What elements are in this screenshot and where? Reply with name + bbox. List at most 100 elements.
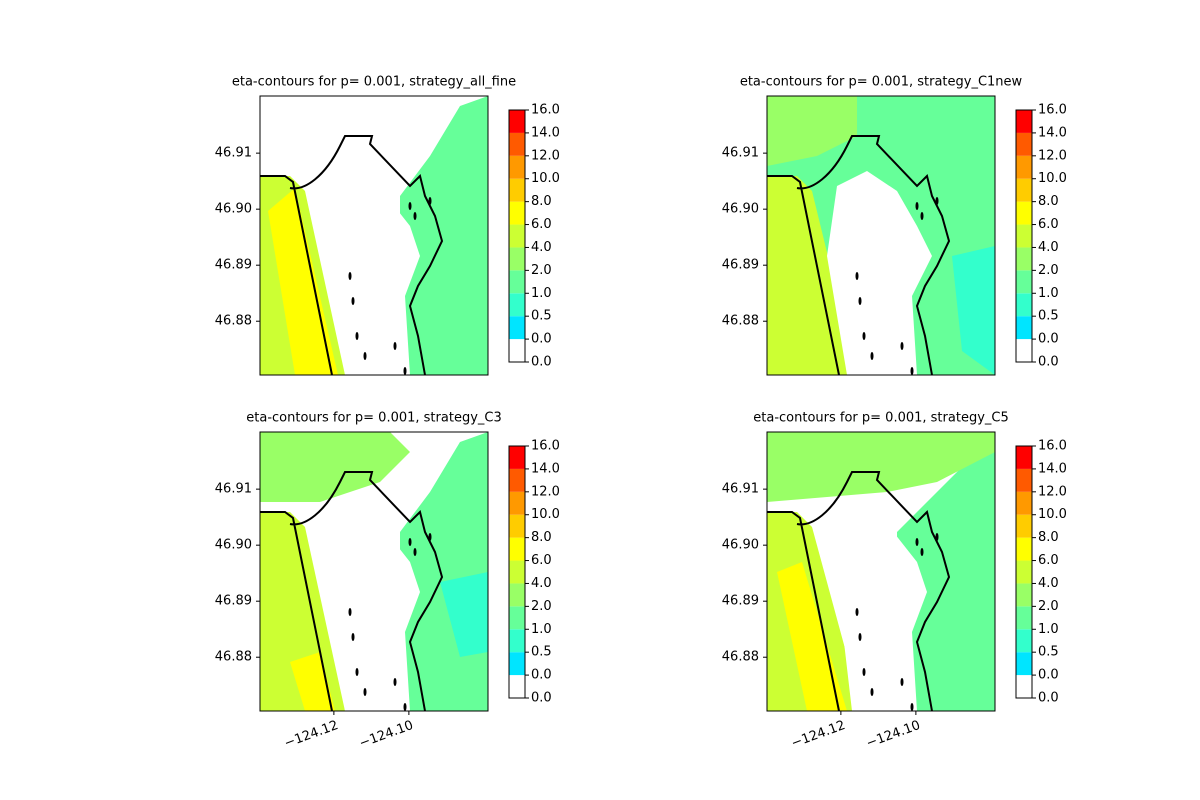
colorbar-bin — [509, 491, 525, 515]
colorbar-label: 1.0 — [531, 622, 552, 637]
colorbar-label: 12.0 — [531, 484, 560, 499]
colorbar-bin — [1016, 201, 1032, 225]
colorbar-label: 10.0 — [531, 171, 560, 186]
contour-region — [268, 188, 338, 375]
island — [408, 538, 412, 546]
axes-frame — [766, 431, 996, 712]
colorbar-label: 16.0 — [531, 103, 560, 118]
contour-region — [400, 432, 488, 711]
colorbar-label: 1.0 — [1038, 622, 1059, 637]
colorbar-label: 4.0 — [531, 240, 552, 255]
contour-region — [767, 432, 995, 502]
panel: eta-contours for p= 0.001, strategy_all_… — [215, 75, 560, 376]
island — [428, 533, 432, 541]
x-tick-label: −124.12 — [282, 718, 340, 751]
colorbar-bin — [509, 339, 525, 362]
colorbar-label: 0.0 — [1038, 668, 1059, 683]
colorbar-bin — [509, 155, 525, 179]
colorbar-bin — [509, 629, 525, 653]
colorbar-label: 2.0 — [531, 263, 552, 278]
y-tick-label: 46.88 — [722, 314, 759, 329]
colorbar-bin — [1016, 339, 1032, 362]
axes-frame — [259, 95, 489, 376]
colorbar-label: 0.0 — [531, 355, 552, 370]
colorbar-label: 0.5 — [1038, 645, 1059, 660]
panel: eta-contours for p= 0.001, strategy_C5 46… — [722, 411, 1067, 752]
colorbar-bin — [509, 446, 525, 469]
colorbar-label: 0.5 — [531, 309, 552, 324]
colorbar-label: 1.0 — [1038, 286, 1059, 301]
colorbar-bin — [1016, 606, 1032, 630]
island — [355, 668, 359, 676]
colorbar-label: 6.0 — [1038, 217, 1059, 232]
axes-frame — [766, 95, 996, 376]
colorbar-label: 4.0 — [1038, 576, 1059, 591]
island — [403, 703, 407, 711]
colorbar-bin — [509, 652, 525, 676]
colorbar-bin — [1016, 468, 1032, 492]
colorbar-bin — [1016, 491, 1032, 515]
y-tick-label: 46.90 — [722, 538, 759, 553]
colorbar-bin — [1016, 178, 1032, 202]
y-tick-label: 46.89 — [722, 258, 759, 273]
colorbar-label: 0.0 — [531, 691, 552, 706]
colorbar-label: 14.0 — [1038, 125, 1067, 140]
colorbar-bin — [509, 316, 525, 340]
colorbar-bin — [509, 132, 525, 156]
y-tick-label: 46.90 — [722, 202, 759, 217]
colorbar-bin — [509, 110, 525, 133]
colorbar-label: 6.0 — [1038, 553, 1059, 568]
colorbar-bin — [509, 178, 525, 202]
colorbar-label: 12.0 — [531, 148, 560, 163]
island — [355, 332, 359, 340]
contour-region — [777, 562, 847, 711]
contour-region — [330, 512, 420, 711]
colorbar-bin — [1016, 224, 1032, 248]
island — [915, 202, 919, 210]
colorbar-label: 10.0 — [531, 507, 560, 522]
island — [413, 212, 417, 220]
colorbar-label: 14.0 — [1038, 461, 1067, 476]
y-tick-label: 46.91 — [722, 482, 759, 497]
colorbar-bin — [509, 270, 525, 294]
contour-region — [827, 171, 932, 375]
coastline — [260, 471, 444, 712]
island — [348, 272, 352, 280]
contour-region — [440, 572, 488, 657]
colorbar-bin — [509, 583, 525, 607]
colorbar-bin — [1016, 629, 1032, 653]
island — [855, 608, 859, 616]
x-tick-label: −124.10 — [357, 718, 415, 751]
colorbar-label: 2.0 — [1038, 263, 1059, 278]
x-tick-label: −124.10 — [864, 718, 922, 751]
colorbar-label: 16.0 — [1038, 439, 1067, 454]
colorbar-label: 8.0 — [1038, 530, 1059, 545]
panel: eta-contours for p= 0.001, strategy_C3 46… — [215, 411, 560, 752]
colorbar-label: 1.0 — [531, 286, 552, 301]
island — [428, 197, 432, 205]
coastline — [767, 135, 951, 376]
colorbar-bin — [1016, 446, 1032, 469]
y-tick-label: 46.89 — [215, 258, 252, 273]
colorbar-label: 14.0 — [531, 125, 560, 140]
colorbar-label: 14.0 — [531, 461, 560, 476]
colorbar-bin — [1016, 675, 1032, 698]
colorbar-label: 0.5 — [531, 645, 552, 660]
island — [348, 608, 352, 616]
contour-region — [767, 96, 857, 166]
colorbar-bin — [509, 560, 525, 584]
colorbar-label: 12.0 — [1038, 484, 1067, 499]
island — [870, 352, 874, 360]
contour-region — [260, 432, 410, 502]
coastline — [260, 135, 444, 376]
colorbar-bin — [509, 514, 525, 538]
island — [862, 668, 866, 676]
island — [855, 272, 859, 280]
colorbar-bin — [1016, 560, 1032, 584]
island — [858, 633, 862, 641]
map-field — [260, 96, 488, 376]
colorbar-label: 2.0 — [1038, 599, 1059, 614]
island — [900, 678, 904, 686]
colorbar-bin — [509, 606, 525, 630]
panel-title: eta-contours for p= 0.001, strategy_all_… — [232, 75, 516, 90]
